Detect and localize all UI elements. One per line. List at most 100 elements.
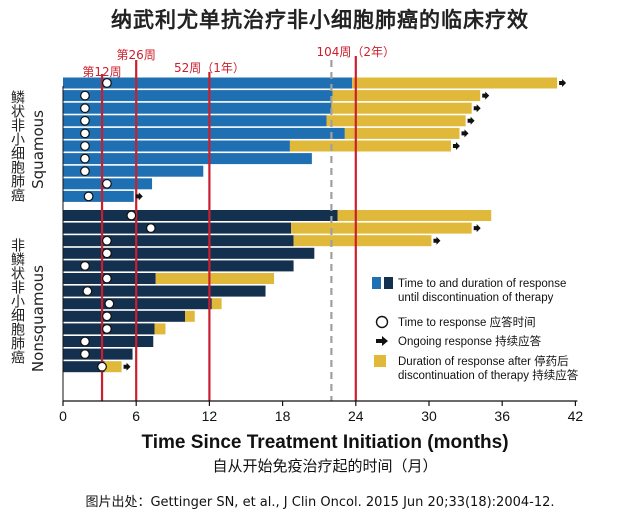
after-discontinuation-bar (154, 323, 166, 335)
treatment-bar (63, 165, 204, 177)
x-tick-label: 6 (132, 408, 140, 424)
treatment-bar (63, 210, 338, 221)
time-to-response-marker (80, 166, 90, 177)
treatment-bar (63, 153, 312, 165)
legend-text: until discontinuation of therapy (398, 292, 554, 304)
treatment-bar (63, 285, 266, 297)
x-axis-label: Time Since Treatment Initiation (months) (141, 432, 508, 453)
treatment-bar (63, 190, 134, 202)
time-to-response-marker (126, 210, 137, 221)
time-to-response-marker (80, 141, 90, 151)
ongoing-response-arrow-icon (473, 104, 481, 113)
after-discontinuation-bar (293, 235, 432, 247)
x-tick-label: 12 (202, 408, 218, 424)
treatment-bar (63, 102, 332, 114)
milestone-label: 第26周 (117, 48, 156, 62)
treatment-bar (63, 115, 327, 127)
after-discontinuation-bar (291, 222, 472, 234)
after-discontinuation-bar (344, 127, 460, 139)
time-to-response-marker (102, 235, 112, 246)
ongoing-response-arrow-icon (452, 142, 460, 150)
treatment-bar (63, 127, 345, 139)
ongoing-response-arrow-icon (135, 192, 143, 201)
after-discontinuation-bar (211, 298, 222, 310)
x-tick-label: 42 (568, 408, 584, 424)
treatment-bar (63, 348, 133, 360)
treatment-bar (63, 222, 292, 234)
legend-text: Ongoing response 持续应答 (398, 334, 542, 348)
image-credit: 图片出处：Gettinger SN, et al., J Clin Oncol.… (85, 495, 555, 510)
ongoing-response-arrow-icon (467, 116, 475, 125)
group-label-squamous-en: Squamous (29, 110, 47, 189)
x-tick-label: 0 (59, 408, 67, 424)
after-discontinuation-bar (104, 361, 122, 373)
legend-swatch-nonsquamous (384, 277, 393, 289)
legend-swatch-after (374, 355, 386, 367)
x-tick-label: 30 (421, 408, 437, 424)
after-discontinuation-bar (326, 115, 466, 127)
milestone-label: 第12周 (82, 65, 121, 79)
legend: Time to and duration of response until di… (372, 277, 579, 382)
time-to-response-marker (102, 78, 112, 88)
after-discontinuation-bar (337, 210, 492, 221)
ongoing-response-arrow-icon (461, 129, 469, 138)
time-to-response-marker (102, 248, 112, 259)
x-axis-label-cn: 自从开始免疫治疗起的时间（月） (212, 457, 437, 475)
x-axis: 0 6 12 18 24 30 36 42 (59, 86, 583, 424)
legend-text: discontinuation of therapy 持续应答 (398, 368, 579, 382)
treatment-bar (63, 260, 294, 272)
treatment-bar (63, 235, 294, 247)
milestone-lines-layer: 第12周 第26周 52周（1年） 104周（2年） (82, 45, 395, 401)
time-to-response-marker (80, 153, 90, 164)
time-to-response-marker (80, 90, 90, 101)
ongoing-response-arrow-icon (482, 91, 490, 100)
legend-text: Time to response 应答时间 (398, 315, 536, 329)
treatment-bar (63, 77, 353, 89)
after-discontinuation-bar (155, 273, 275, 284)
group-label-nonsquamous-cn: 非鳞状非小细胞肺癌 (9, 238, 25, 364)
after-discontinuation-bar (352, 77, 558, 89)
group-label-nonsquamous-en: Nonsquamous (29, 265, 47, 373)
legend-circle-icon (375, 315, 389, 329)
milestone-label: 52周（1年） (174, 61, 245, 75)
legend-text: Duration of response after 停药后 (398, 354, 569, 368)
treatment-bar (63, 298, 212, 310)
ongoing-response-arrow-icon (473, 224, 481, 233)
legend-arrow-icon (376, 336, 388, 346)
x-tick-label: 24 (348, 408, 364, 424)
ongoing-response-arrow-icon (433, 236, 441, 245)
markers-layer (80, 78, 567, 372)
time-to-response-marker (102, 324, 112, 334)
time-to-response-marker (102, 311, 112, 322)
time-to-response-marker (80, 115, 90, 126)
treatment-bar (63, 140, 290, 152)
treatment-bar (63, 90, 333, 102)
after-discontinuation-bar (185, 310, 195, 322)
x-tick-label: 18 (275, 408, 291, 424)
ongoing-response-arrow-icon (559, 79, 567, 87)
time-to-response-marker (80, 128, 90, 139)
time-to-response-marker (145, 223, 156, 234)
after-discontinuation-bar (289, 140, 451, 152)
legend-text: Time to and duration of response (398, 278, 566, 290)
time-to-response-marker (80, 349, 90, 360)
treatment-bar (63, 336, 154, 347)
swimmer-chart: 第12周 第26周 52周（1年） 104周（2年） 0 6 12 18 24 30 36 42 T… (59, 45, 583, 475)
chart-title: 纳武利尤单抗治疗非小细胞肺癌的临床疗效 (111, 8, 529, 32)
after-discontinuation-bar (331, 102, 472, 114)
treatment-bar (63, 247, 315, 259)
time-to-response-marker (102, 273, 112, 284)
time-to-response-marker (80, 261, 90, 271)
ongoing-response-arrow-icon (123, 362, 131, 371)
group-label-squamous-cn: 鳞状非小细胞肺癌 (9, 90, 25, 202)
time-to-response-marker (80, 336, 90, 347)
legend-swatch-squamous (372, 277, 381, 289)
time-to-response-marker (102, 178, 112, 189)
time-to-response-marker (104, 298, 115, 309)
time-to-response-marker (80, 103, 90, 114)
time-to-response-marker (82, 286, 93, 297)
milestone-label: 104周（2年） (317, 45, 396, 59)
time-to-response-marker (83, 191, 94, 202)
treatment-bar (63, 361, 105, 373)
time-to-response-marker (97, 361, 107, 372)
